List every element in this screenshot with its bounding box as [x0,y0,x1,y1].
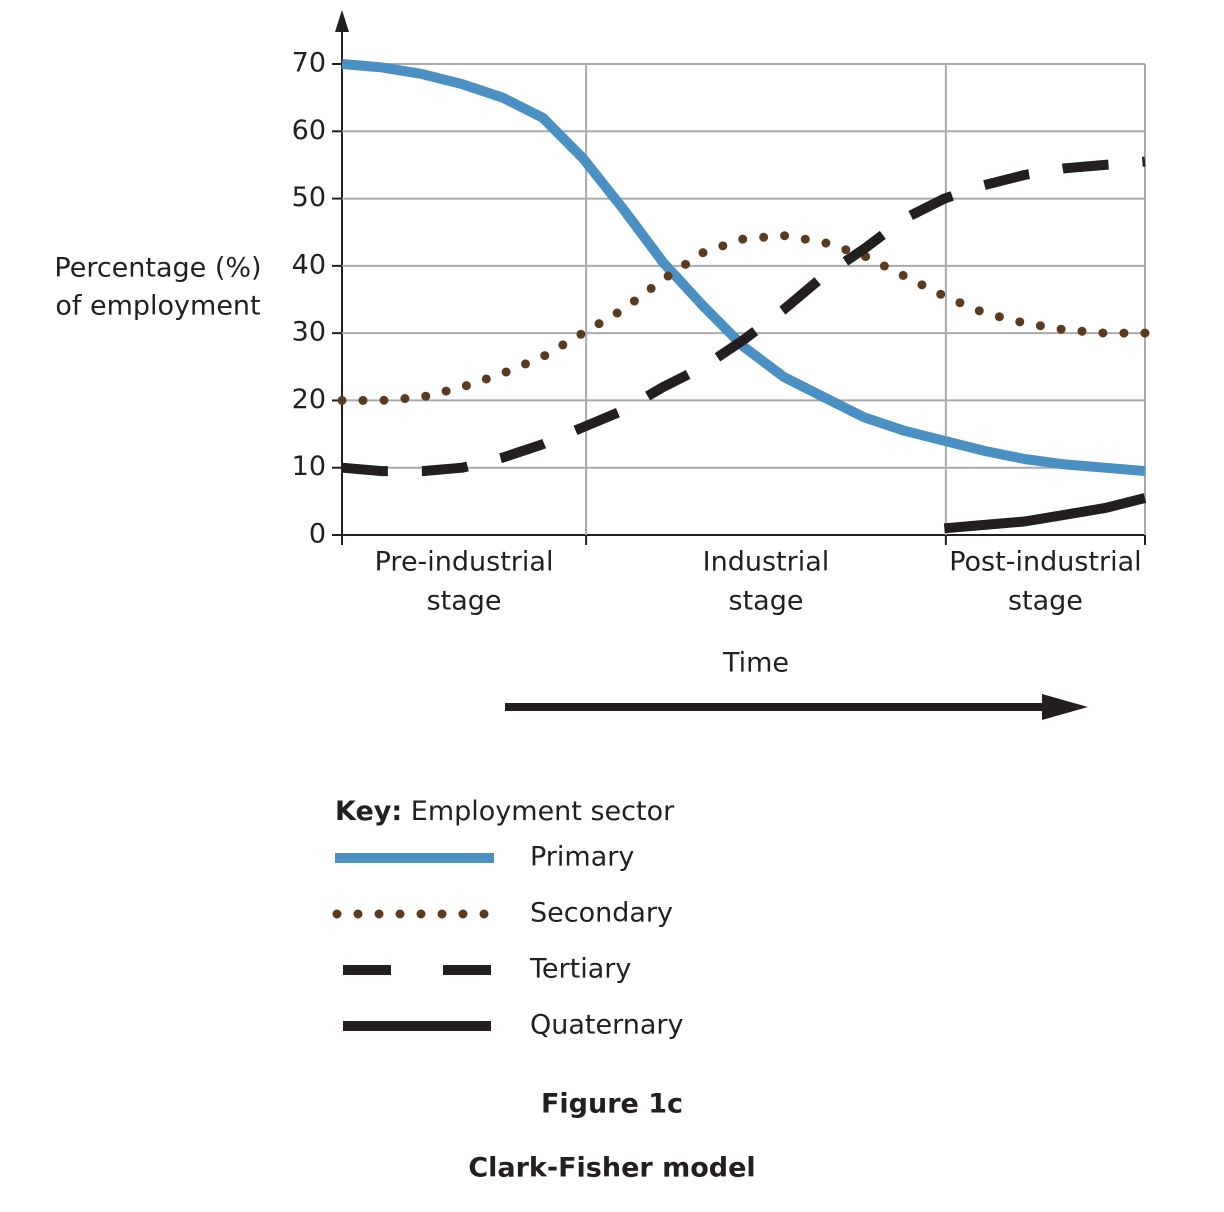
legend-label: Quaternary [530,1010,683,1041]
chart-subtitle: Clark-Fisher model [468,1153,755,1184]
y-tick-label: 70 [292,48,326,79]
legend-key: Key: [335,796,402,827]
y-tick-label: 50 [292,182,326,213]
y-axis-label: Percentage (%) [54,253,261,284]
legend-label: Primary [530,842,634,873]
y-tick-label: 40 [292,249,326,280]
x-category-label: stage [729,586,804,617]
x-category-label: stage [427,586,502,617]
legend-label: Secondary [530,898,673,929]
y-axis-arrow [335,10,349,32]
series-line [337,231,1150,405]
x-axis-label: Time [722,648,789,679]
legend-label: Tertiary [529,954,631,985]
chart-title: Figure 1c [541,1089,683,1120]
y-tick-label: 60 [292,115,326,146]
x-category-label: Pre-industrial [375,547,554,578]
x-category-label: Industrial [703,547,830,578]
series-line [341,59,1146,477]
y-tick-label: 20 [292,384,326,415]
series-line [341,156,1146,477]
y-axis-label: of employment [55,291,260,322]
y-tick-label: 30 [292,317,326,348]
y-tick-label: 0 [309,519,326,550]
series-line [943,493,1147,534]
time-arrow-head [1042,694,1088,720]
legend-subtitle: Employment sector [411,796,675,827]
y-tick-label: 10 [292,451,326,482]
x-category-label: Post-industrial [949,547,1141,578]
legend-title: Key: Employment sector [335,796,675,827]
x-category-label: stage [1008,586,1083,617]
